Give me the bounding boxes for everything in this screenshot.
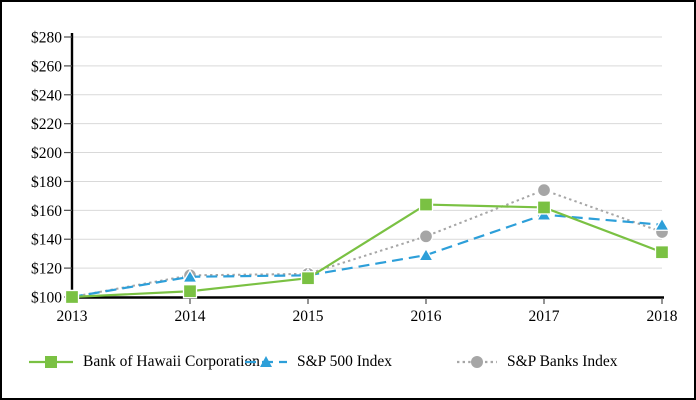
legend-label-boh: Bank of Hawaii Corporation: [83, 353, 260, 370]
square-marker-point-2016: [418, 197, 434, 212]
y-tick-label: $160: [31, 203, 62, 220]
triangle-marker-point-2018: [653, 216, 671, 231]
x-tick-label: 2014: [175, 308, 206, 325]
legend-triangle-marker-icon: [245, 356, 287, 367]
chart-legend: Bank of Hawaii Corporation S&P 500 Index…: [0, 349, 696, 375]
series-line-1: [71, 213, 663, 299]
legend-item-sp500: S&P 500 Index: [244, 349, 392, 375]
x-tick-label: 2016: [411, 308, 442, 325]
legend-triangle-glyph: [260, 356, 272, 367]
square-marker-point-2014: [182, 284, 198, 299]
legend-item-sp-banks: S&P Banks Index: [456, 349, 618, 375]
x-tick-label: 2018: [647, 308, 678, 325]
series-1: [63, 206, 671, 304]
series-0: [64, 197, 670, 305]
y-tick-label: $240: [31, 87, 62, 104]
square-marker-point-2018: [654, 245, 670, 260]
triangle-marker-point-2014: [181, 268, 199, 283]
y-tick-label: $140: [31, 232, 62, 249]
y-tick-label: $120: [31, 261, 62, 278]
square-marker-point-2017: [536, 200, 552, 215]
y-tick-label: $220: [31, 116, 62, 133]
x-tick-label: 2015: [293, 308, 324, 325]
legend-square-glyph: [45, 356, 57, 368]
x-tick-label: 2013: [57, 308, 88, 325]
y-tick-label: $100: [31, 290, 62, 307]
legend-label-sp500: S&P 500 Index: [297, 353, 393, 370]
y-tick-label: $280: [31, 30, 62, 47]
legend-label-sp-banks: S&P Banks Index: [507, 353, 618, 370]
y-tick-label: $180: [31, 174, 62, 191]
x-tick-label: 2017: [529, 308, 560, 325]
legend-circle-marker-icon: [457, 356, 497, 368]
triangle-marker-point-2016: [417, 247, 435, 262]
y-tick-label: $200: [31, 145, 62, 162]
square-marker-point-2013: [64, 289, 80, 305]
legend-square-marker-icon: [29, 356, 73, 368]
circle-marker-point-2016: [418, 229, 434, 244]
series-2: [64, 182, 670, 305]
y-tick-label: $260: [31, 58, 62, 75]
square-marker-point-2015: [300, 271, 316, 286]
legend-circle-glyph: [471, 356, 483, 368]
legend-item-boh: Bank of Hawaii Corporation: [28, 349, 260, 375]
circle-marker-point-2017: [536, 182, 552, 198]
series-line-0: [71, 203, 663, 299]
